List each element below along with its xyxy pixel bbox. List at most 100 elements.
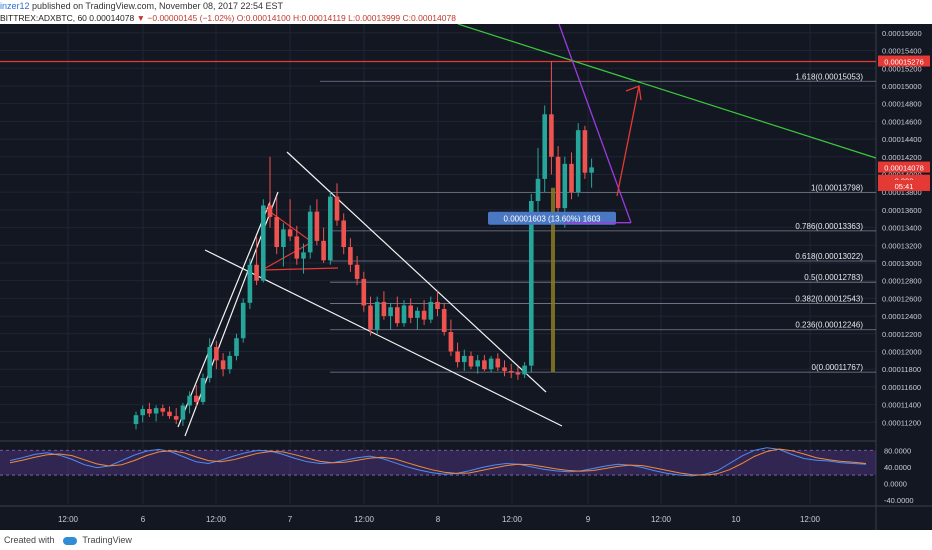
candle-body — [247, 264, 253, 303]
candle-body — [173, 416, 179, 420]
x-tick-label: 12:00 — [502, 515, 523, 524]
candle-body — [153, 408, 159, 414]
projection-arrowhead — [625, 85, 642, 101]
candle-body — [240, 302, 246, 339]
candle-body — [562, 163, 568, 209]
y-tick-label: 0.00012400 — [882, 312, 922, 321]
x-tick-label: 12:00 — [800, 515, 821, 524]
candle-body — [334, 196, 340, 221]
candle-body — [187, 395, 192, 406]
y-tick-label: 0.00014200 — [882, 153, 922, 162]
y-tick-label: 0.00012200 — [882, 330, 922, 339]
candle-body — [555, 156, 561, 209]
tradingview-logo-icon — [63, 536, 78, 545]
candle-body — [535, 178, 541, 202]
price-label-box — [878, 161, 930, 173]
stoch-tick-label: -40.0000 — [884, 496, 914, 505]
candle-body — [462, 355, 467, 363]
candle-body — [515, 372, 521, 375]
candle-body — [495, 358, 501, 368]
candle-body — [569, 163, 574, 193]
candle-body — [388, 307, 393, 317]
candle-body — [160, 408, 166, 412]
candle-body — [502, 367, 507, 371]
fib-level-label: 0.382(0.00012543) — [795, 294, 863, 303]
candle-body — [214, 347, 219, 361]
candle-body — [301, 252, 306, 259]
down-arrow-icon: ▼ — [136, 13, 146, 23]
candle-body — [508, 370, 514, 373]
y-tick-label: 0.00011600 — [882, 383, 921, 392]
y-tick-label: 0.00012800 — [882, 277, 922, 286]
y-tick-label: 0.00011200 — [882, 418, 921, 427]
candlestick-chart[interactable]: 0.00015600 0.00015400 0.00015200 0.00015000… — [0, 24, 932, 530]
y-tick-label: 0.00012000 — [882, 347, 922, 356]
x-tick-label: 12:00 — [651, 515, 672, 524]
candle-body — [475, 360, 480, 367]
candle-body — [582, 130, 588, 173]
candle-body — [361, 278, 367, 306]
fib-level-label: 0.786(0.00013363) — [795, 222, 863, 231]
fib-level-label: 0.5(0.00012783) — [804, 273, 863, 282]
candle-body — [522, 365, 527, 375]
y-tick-label: 0.00015600 — [882, 29, 922, 38]
candle-body — [368, 305, 373, 330]
candle-body — [482, 360, 487, 370]
price-label-box — [878, 55, 930, 67]
author-name[interactable]: inzer12 — [0, 1, 30, 11]
tradingview-brand[interactable]: TradingView — [82, 535, 132, 545]
stoch-tick-label: 0.0000 — [884, 479, 907, 488]
candle-body — [354, 264, 360, 279]
candle-body — [227, 355, 233, 370]
price-label: 0.00014078 — [884, 164, 924, 173]
candle-body — [294, 236, 300, 259]
candle-body — [341, 220, 346, 248]
candle-body — [401, 305, 407, 324]
candle-body — [167, 411, 172, 417]
chart-area[interactable]: 0.00015600 0.00015400 0.00015200 0.00015000… — [0, 24, 932, 530]
y-tick-label: 0.00014600 — [882, 117, 922, 126]
candle-body — [395, 307, 400, 324]
y-tick-label: 0.00013000 — [882, 259, 922, 268]
candle-body — [575, 130, 581, 193]
purple-trendline — [558, 24, 632, 223]
high-value: H:0.00014119 — [293, 13, 346, 23]
candle-body — [133, 415, 139, 425]
candle-body — [314, 211, 320, 241]
pattern-trendline — [177, 201, 271, 428]
measure-label-box — [488, 211, 616, 225]
y-tick-label: 0.00015400 — [882, 47, 922, 56]
candle-body — [200, 378, 206, 402]
y-tick-label: 0.00013200 — [882, 241, 922, 250]
candle-body — [542, 114, 547, 179]
open-value: O:0.00014100 — [236, 13, 291, 23]
candle-body — [180, 405, 186, 420]
fib-level-label: 0.618(0.00013022) — [795, 252, 863, 261]
projection-arrow — [616, 85, 640, 197]
price-label: 05:41 — [895, 182, 914, 191]
fib-level-label: 1.618(0.00015053) — [795, 72, 863, 81]
candle-body — [455, 351, 460, 363]
fib-level-label: 1(0.00013798) — [811, 183, 863, 192]
stoch-tick-label: 80.0000 — [884, 446, 911, 455]
price-change: −0.00000145 (−1.02%) — [147, 13, 235, 23]
created-with-label: Created with — [4, 535, 55, 545]
candle-body — [435, 301, 440, 310]
x-tick-label: 7 — [288, 515, 293, 524]
stoch-tick-label: 40.0000 — [884, 463, 911, 472]
y-tick-label: 0.00015000 — [882, 82, 922, 91]
x-tick-label: 12:00 — [354, 515, 375, 524]
price-label: 0.00015276 — [884, 58, 924, 67]
x-tick-label: 12:00 — [206, 515, 227, 524]
y-tick-label: 0.00013600 — [882, 206, 922, 215]
candle-body — [261, 205, 266, 281]
candle-body — [234, 338, 239, 356]
stoch-d-line — [9, 448, 867, 476]
candle-body — [321, 240, 326, 261]
publish-header: inzer12 published on TradingView.com, No… — [0, 0, 932, 12]
candle-body — [374, 301, 380, 330]
candle-body — [220, 360, 226, 370]
x-tick-label: 6 — [141, 515, 146, 524]
x-tick-label: 8 — [436, 515, 441, 524]
candle-body — [207, 347, 212, 379]
